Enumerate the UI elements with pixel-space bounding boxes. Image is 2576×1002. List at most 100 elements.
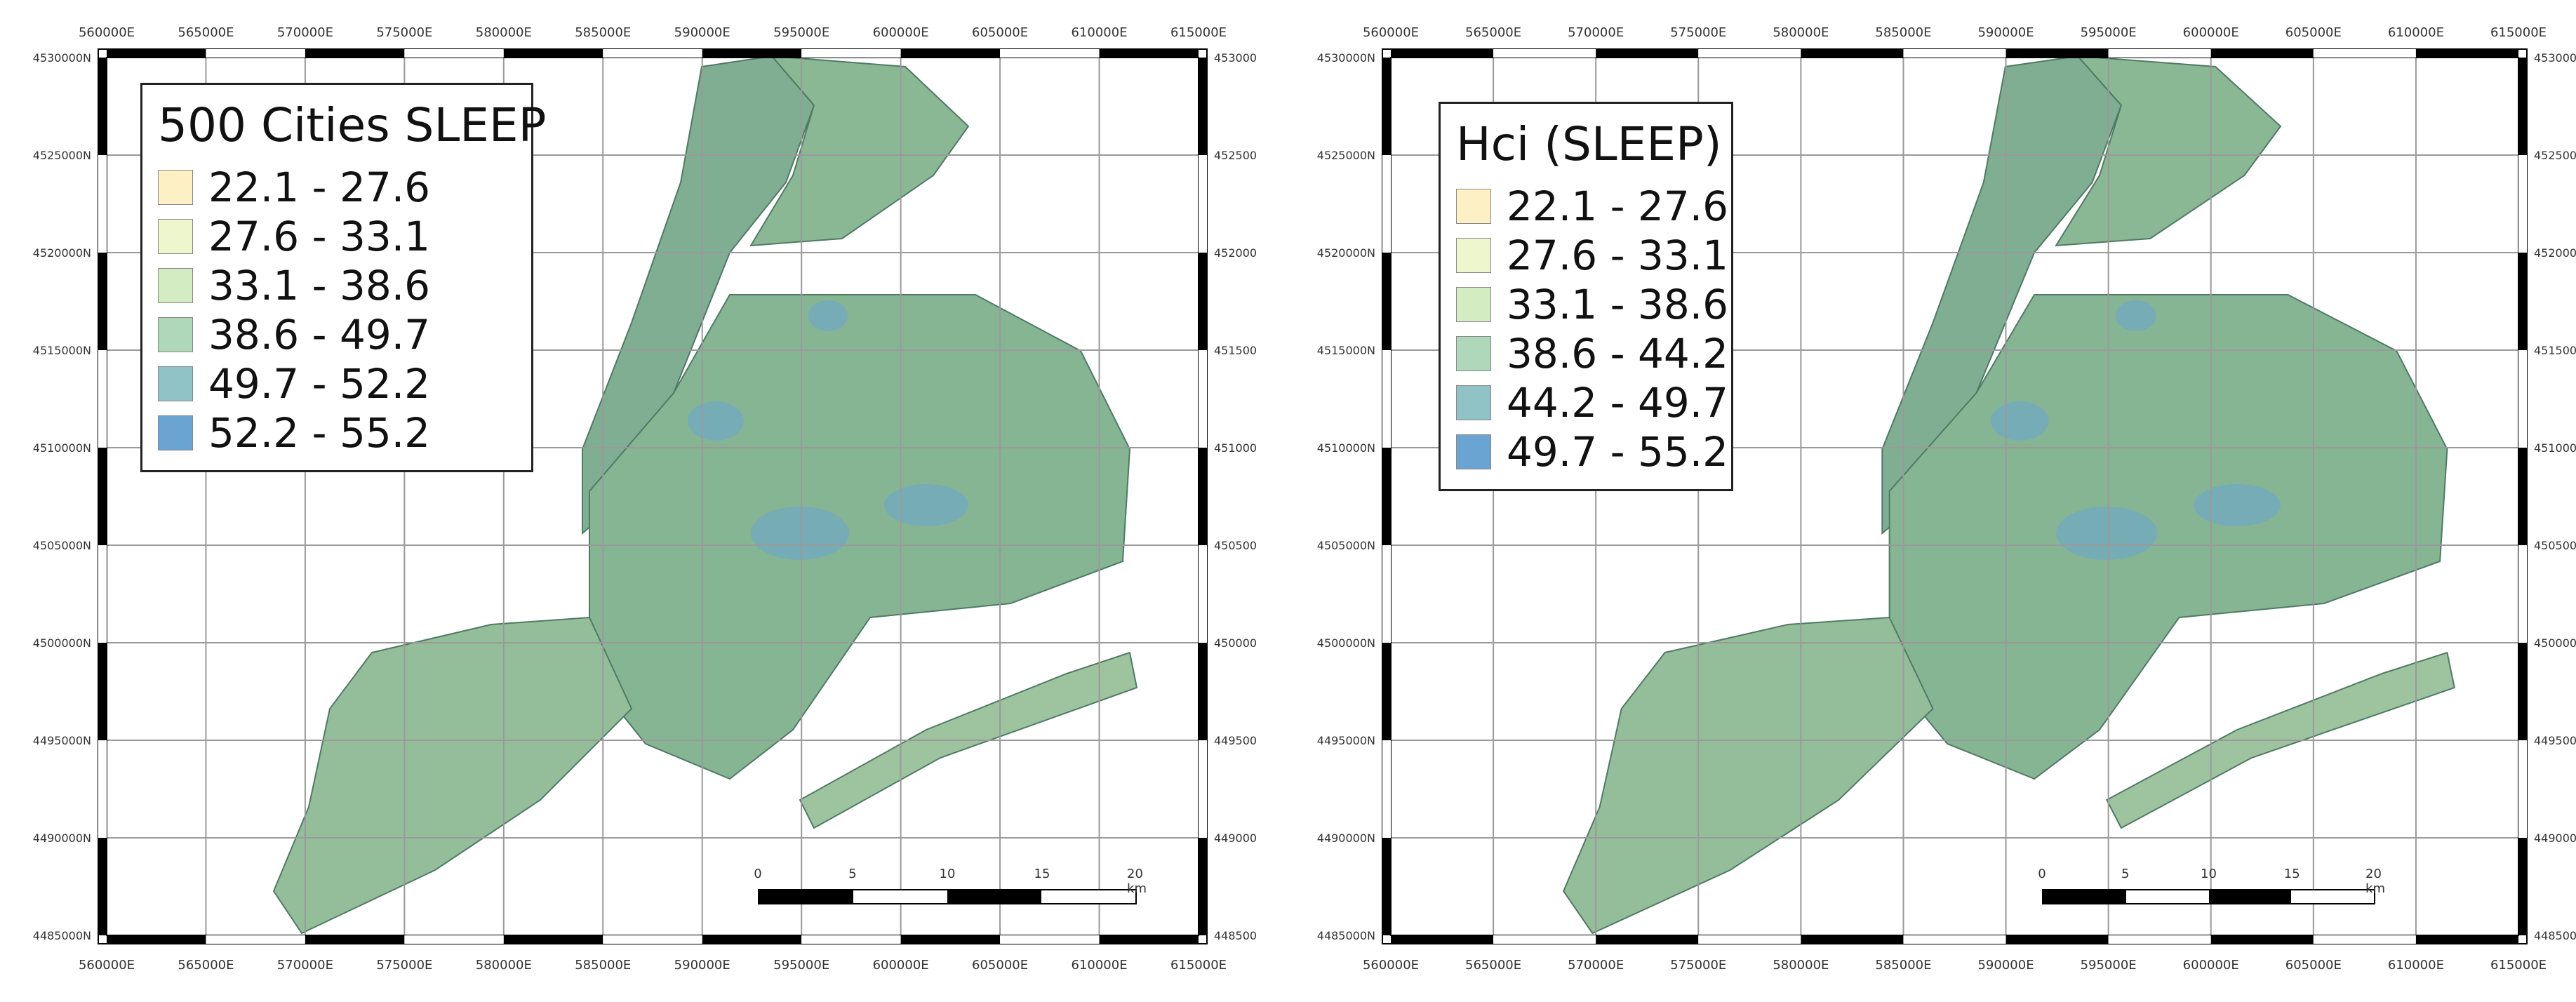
legend-row: 27.6 - 33.1 bbox=[1456, 231, 1728, 280]
tick-label-bottom: 610000E bbox=[1071, 958, 1127, 973]
tick-label-bottom: 610000E bbox=[2388, 958, 2444, 973]
tick-label-right: 4515000N bbox=[1214, 344, 1256, 357]
legend-row: 22.1 - 27.6 bbox=[1456, 182, 1728, 231]
tick-label-right: 4490000N bbox=[2534, 831, 2576, 845]
tick-label-bottom: 565000E bbox=[1465, 958, 1521, 973]
legend-swatch bbox=[158, 219, 193, 255]
legend-row: 27.6 - 33.1 bbox=[158, 212, 516, 261]
tick-label-right: 4490000N bbox=[1214, 831, 1256, 845]
legend-row: 44.2 - 49.7 bbox=[1456, 378, 1728, 427]
tick-label-bottom: 560000E bbox=[79, 958, 135, 973]
land-areas bbox=[272, 55, 1138, 935]
tick-label-top: 570000E bbox=[277, 25, 333, 40]
tick-label-top: 590000E bbox=[1977, 25, 2034, 40]
tick-label-bottom: 585000E bbox=[575, 958, 631, 973]
legend-swatch bbox=[158, 317, 193, 353]
legend-label: 38.6 - 49.7 bbox=[208, 311, 431, 359]
scale-segments bbox=[758, 889, 1137, 904]
scale-labels: 0 5 10 15 20 km bbox=[2038, 867, 2385, 896]
land-areas bbox=[1562, 55, 2455, 935]
scale-labels: 0 5 10 15 20 km bbox=[754, 867, 1147, 896]
tick-label-right: 4510000N bbox=[2534, 441, 2576, 455]
legend-row: 22.1 - 27.6 bbox=[158, 163, 516, 212]
legend-label: 49.7 - 55.2 bbox=[1507, 428, 1729, 476]
tick-label-top: 600000E bbox=[873, 25, 929, 40]
tick-label-right: 4530000N bbox=[1214, 51, 1256, 65]
tick-label-top: 610000E bbox=[1071, 25, 1127, 40]
map-canvas-right: 560000E 565000E 570000E 575000E 580000E 58500… bbox=[1317, 25, 2576, 973]
tick-label-bottom: 615000E bbox=[2490, 958, 2547, 973]
scale-label: 20 km bbox=[1127, 867, 1147, 896]
tick-label-top: 570000E bbox=[1568, 25, 1624, 40]
scale-label: 10 bbox=[939, 867, 956, 881]
legend-swatch bbox=[158, 366, 193, 402]
tick-label-right: 4525000N bbox=[1214, 149, 1256, 162]
legend-row: 33.1 - 38.6 bbox=[158, 261, 516, 310]
legend-swatch bbox=[158, 170, 193, 206]
tick-label-left: 4500000N bbox=[1317, 636, 1375, 650]
scale-segments bbox=[2042, 889, 2375, 904]
map-frame bbox=[1382, 48, 2528, 944]
tick-label-right: 4500000N bbox=[1214, 636, 1256, 650]
legend-swatch bbox=[1456, 385, 1491, 421]
hotspot bbox=[2194, 484, 2281, 526]
legend-swatch bbox=[1456, 434, 1491, 470]
scale-label: 15 bbox=[2283, 867, 2300, 881]
tick-label-left: 4505000N bbox=[33, 539, 91, 552]
tick-label-bottom: 580000E bbox=[476, 958, 532, 973]
tick-label-top: 585000E bbox=[575, 25, 631, 40]
tick-label-left: 4510000N bbox=[1317, 441, 1375, 455]
tick-label-top: 580000E bbox=[1773, 25, 1829, 40]
tick-label-left: 4490000N bbox=[33, 831, 91, 845]
scale-label: 0 bbox=[2038, 867, 2046, 881]
tick-label-right: 4485000N bbox=[2534, 929, 2576, 942]
tick-label-bottom: 575000E bbox=[376, 958, 432, 973]
legend-right: Hci (SLEEP) 22.1 - 27.6 27.6 - 33.1 33.1… bbox=[1439, 102, 1733, 492]
tick-label-top: 590000E bbox=[674, 25, 730, 40]
tick-label-bottom: 595000E bbox=[773, 958, 829, 973]
tick-label-top: 585000E bbox=[1875, 25, 1931, 40]
tick-label-left: 4495000N bbox=[33, 734, 91, 747]
legend-swatch bbox=[158, 415, 193, 451]
scale-bar-right: 0 5 10 15 20 km bbox=[2038, 867, 2385, 904]
tick-label-top: 560000E bbox=[79, 25, 135, 40]
hotspot bbox=[2056, 507, 2158, 560]
tick-label-top: 605000E bbox=[2285, 25, 2342, 40]
scale-label: 5 bbox=[2121, 867, 2130, 881]
tick-label-left: 4495000N bbox=[1317, 734, 1375, 747]
map-panel-right: 560000E 565000E 570000E 575000E 580000E 58500… bbox=[1284, 0, 2576, 999]
tick-label-left: 4485000N bbox=[1317, 929, 1375, 942]
tick-label-right: 4510000N bbox=[1214, 441, 1256, 455]
tick-label-left: 4515000N bbox=[33, 344, 91, 357]
legend-label: 33.1 - 38.6 bbox=[208, 262, 431, 310]
legend-label: 44.2 - 49.7 bbox=[1507, 379, 1729, 427]
tick-label-bottom: 590000E bbox=[674, 958, 730, 973]
tick-label-left: 4520000N bbox=[1317, 246, 1375, 260]
land-bronx-east bbox=[2055, 55, 2282, 247]
tick-label-top: 580000E bbox=[476, 25, 532, 40]
tick-label-top: 615000E bbox=[1170, 25, 1227, 40]
tick-label-bottom: 565000E bbox=[178, 958, 234, 973]
tick-label-right: 4515000N bbox=[2534, 344, 2576, 357]
tick-label-bottom: 600000E bbox=[2183, 958, 2239, 973]
tick-label-bottom: 615000E bbox=[1170, 958, 1227, 973]
tick-label-left: 4530000N bbox=[1317, 51, 1375, 65]
tick-label-left: 4530000N bbox=[33, 51, 91, 65]
tick-label-right: 4525000N bbox=[2534, 149, 2576, 162]
tick-label-right: 4520000N bbox=[2534, 246, 2576, 260]
tick-label-right: 4530000N bbox=[2534, 51, 2576, 65]
tick-label-bottom: 600000E bbox=[873, 958, 929, 973]
tick-label-top: 560000E bbox=[1363, 25, 1419, 40]
tick-label-left: 4520000N bbox=[33, 246, 91, 260]
tick-label-right: 4495000N bbox=[2534, 734, 2576, 747]
legend-row: 52.2 - 55.2 bbox=[158, 408, 516, 457]
tick-label-right: 4520000N bbox=[1214, 246, 1256, 260]
tick-label-top: 575000E bbox=[1670, 25, 1726, 40]
tick-label-bottom: 575000E bbox=[1670, 958, 1726, 973]
tick-label-left: 4515000N bbox=[1317, 344, 1375, 357]
legend-title: Hci (SLEEP) bbox=[1456, 117, 1722, 171]
legend-swatch bbox=[1456, 287, 1491, 323]
scale-label: 15 bbox=[1034, 867, 1050, 881]
tick-label-bottom: 560000E bbox=[1363, 958, 1419, 973]
land-bronx-east bbox=[749, 55, 970, 247]
